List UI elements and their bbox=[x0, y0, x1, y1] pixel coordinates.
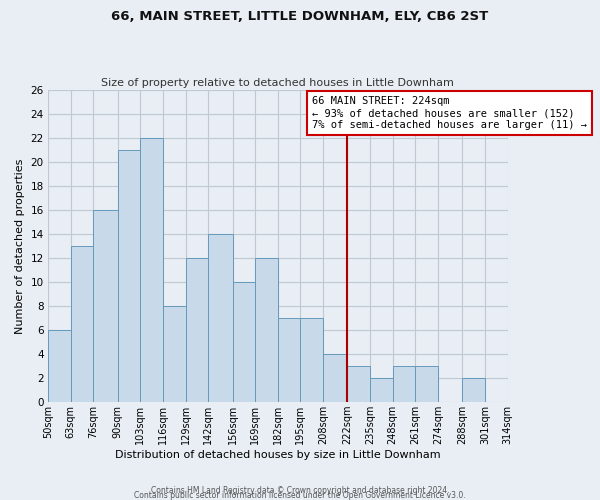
Text: 66 MAIN STREET: 224sqm
← 93% of detached houses are smaller (152)
7% of semi-det: 66 MAIN STREET: 224sqm ← 93% of detached… bbox=[312, 96, 587, 130]
Text: Contains public sector information licensed under the Open Government Licence v3: Contains public sector information licen… bbox=[134, 490, 466, 500]
Bar bbox=[463, 378, 485, 402]
Bar bbox=[71, 246, 93, 402]
Bar bbox=[208, 234, 233, 402]
Y-axis label: Number of detached properties: Number of detached properties bbox=[15, 158, 25, 334]
Title: Size of property relative to detached houses in Little Downham: Size of property relative to detached ho… bbox=[101, 78, 454, 88]
Bar bbox=[140, 138, 163, 402]
Text: Contains HM Land Registry data © Crown copyright and database right 2024.: Contains HM Land Registry data © Crown c… bbox=[151, 486, 449, 495]
Bar bbox=[278, 318, 301, 402]
X-axis label: Distribution of detached houses by size in Little Downham: Distribution of detached houses by size … bbox=[115, 450, 440, 460]
Text: 66, MAIN STREET, LITTLE DOWNHAM, ELY, CB6 2ST: 66, MAIN STREET, LITTLE DOWNHAM, ELY, CB… bbox=[112, 10, 488, 23]
Bar bbox=[163, 306, 185, 402]
Bar bbox=[393, 366, 415, 402]
Bar bbox=[255, 258, 278, 402]
Bar bbox=[301, 318, 323, 402]
Bar bbox=[185, 258, 208, 402]
Bar bbox=[323, 354, 347, 402]
Bar bbox=[48, 330, 71, 402]
Bar bbox=[93, 210, 118, 402]
Bar bbox=[347, 366, 370, 402]
Bar bbox=[415, 366, 438, 402]
Bar bbox=[118, 150, 140, 402]
Bar bbox=[370, 378, 393, 402]
Bar bbox=[233, 282, 255, 402]
